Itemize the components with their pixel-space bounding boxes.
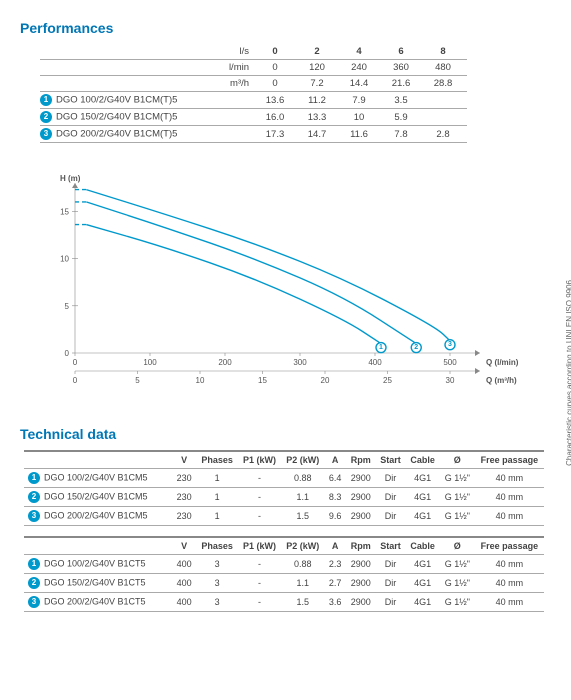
tech-row: 1DGO 100/2/G40V B1CM52301-0.886.42900Dir… [24, 469, 544, 488]
series-bullet: 3 [28, 596, 40, 608]
tech-col-header: P1 (kW) [238, 537, 281, 555]
tech-col-header: Rpm [346, 451, 376, 469]
perf-row: 3DGO 200/2/G40V B1CM(T)517.314.711.67.82… [40, 126, 467, 143]
svg-text:20: 20 [321, 376, 330, 385]
svg-text:3: 3 [448, 341, 452, 348]
svg-text:300: 300 [293, 358, 307, 367]
svg-text:5: 5 [135, 376, 140, 385]
svg-text:500: 500 [443, 358, 457, 367]
performance-chart: 0 5 10 15 H (m) 0 100 200 300 400 500 Q (l/min) 0 5 10… [40, 173, 551, 396]
tech-col-header: P1 (kW) [238, 451, 281, 469]
series-bullet: 2 [40, 111, 52, 123]
technical-table-2: VPhasesP1 (kW)P2 (kW)ARpmStartCableØFree… [24, 536, 544, 612]
section-heading-performances: Performances [20, 20, 551, 36]
svg-text:Q (m³/h): Q (m³/h) [486, 376, 517, 385]
series-bullet: 1 [28, 558, 40, 570]
svg-text:1: 1 [379, 344, 383, 351]
series-bullet: 3 [40, 128, 52, 140]
tech-col-header: P2 (kW) [281, 537, 324, 555]
tech-col-header: Ø [440, 537, 475, 555]
svg-text:0: 0 [73, 358, 78, 367]
perf-row: 2DGO 150/2/G40V B1CM(T)516.013.3105.9 [40, 109, 467, 126]
series-bullet: 1 [28, 472, 40, 484]
tech-row: 2DGO 150/2/G40V B1CT54003-1.12.72900Dir4… [24, 574, 544, 593]
tech-col-header: P2 (kW) [281, 451, 324, 469]
series-bullet: 2 [28, 577, 40, 589]
section-heading-technical: Technical data [20, 426, 551, 442]
tech-col-header: Cable [406, 537, 440, 555]
svg-text:15: 15 [258, 376, 267, 385]
tech-row: 2DGO 150/2/G40V B1CM52301-1.18.32900Dir4… [24, 488, 544, 507]
tech-row: 3DGO 200/2/G40V B1CM52301-1.59.62900Dir4… [24, 507, 544, 526]
svg-text:30: 30 [446, 376, 455, 385]
svg-text:200: 200 [218, 358, 232, 367]
series-bullet: 1 [40, 94, 52, 106]
svg-text:10: 10 [60, 255, 69, 264]
svg-text:Q (l/min): Q (l/min) [486, 358, 519, 367]
svg-text:400: 400 [368, 358, 382, 367]
tech-col-header: Phases [196, 451, 238, 469]
perf-row: 1DGO 100/2/G40V B1CM(T)513.611.27.93.5 [40, 92, 467, 109]
tech-col-header: Free passage [475, 537, 544, 555]
series-bullet: 3 [28, 510, 40, 522]
tech-col-header: A [324, 537, 346, 555]
tech-col-header: Phases [196, 537, 238, 555]
tech-row: 1DGO 100/2/G40V B1CT54003-0.882.32900Dir… [24, 555, 544, 574]
tech-col-header: Start [376, 451, 406, 469]
tech-col-header: V [172, 537, 196, 555]
technical-table-1: VPhasesP1 (kW)P2 (kW)ARpmStartCableØFree… [24, 450, 544, 526]
tech-col-header: Free passage [475, 451, 544, 469]
svg-text:H (m): H (m) [60, 174, 81, 183]
tech-col-header: Cable [406, 451, 440, 469]
svg-text:0: 0 [73, 376, 78, 385]
svg-text:25: 25 [383, 376, 392, 385]
tech-col-header: V [172, 451, 196, 469]
svg-text:100: 100 [143, 358, 157, 367]
series-bullet: 2 [28, 491, 40, 503]
tech-col-header: Start [376, 537, 406, 555]
svg-text:2: 2 [414, 344, 418, 351]
svg-text:10: 10 [196, 376, 205, 385]
tech-col-header: Ø [440, 451, 475, 469]
svg-text:0: 0 [65, 349, 70, 358]
tech-col-header: A [324, 451, 346, 469]
performance-table: l/s 02468 l/min 0120240360480 m³/h 07.21… [40, 44, 467, 143]
iso-note: Characteristic curves according to UNI E… [565, 280, 571, 466]
tech-col-header: Rpm [346, 537, 376, 555]
tech-row: 3DGO 200/2/G40V B1CT54003-1.53.62900Dir4… [24, 593, 544, 612]
svg-text:15: 15 [60, 207, 69, 216]
svg-text:5: 5 [65, 302, 70, 311]
